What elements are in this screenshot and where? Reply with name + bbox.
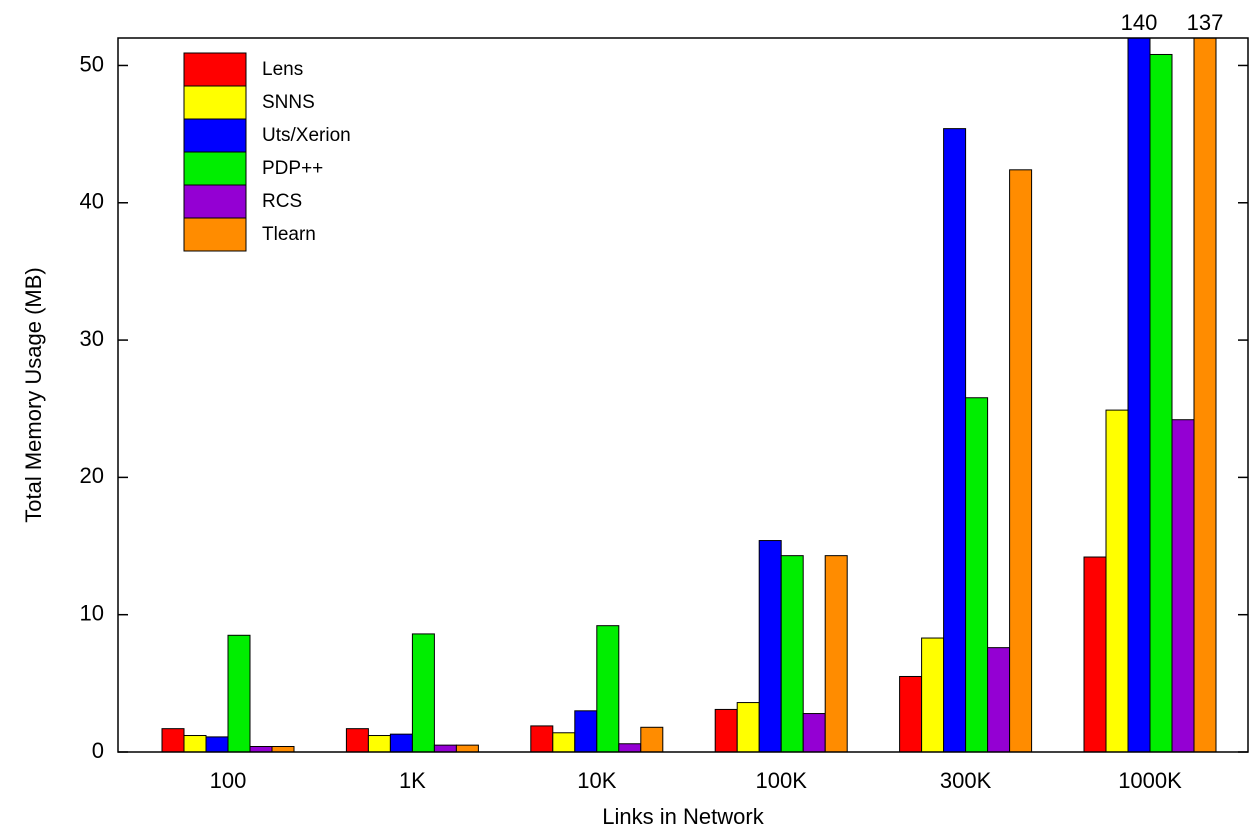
bar xyxy=(736,702,760,752)
bar xyxy=(780,555,804,752)
bar xyxy=(389,733,413,752)
legend-swatch xyxy=(183,85,247,120)
y-tick-label: 20 xyxy=(80,463,104,488)
bar xyxy=(965,397,989,752)
bar xyxy=(271,746,295,752)
legend-label: RCS xyxy=(262,191,302,212)
bar xyxy=(433,744,457,752)
legend-label: PDP++ xyxy=(262,158,323,179)
y-tick-label: 40 xyxy=(80,189,104,214)
x-tick-label: 300K xyxy=(940,768,992,793)
legend-label: Lens xyxy=(262,59,303,80)
bar xyxy=(530,725,554,752)
bar xyxy=(227,634,251,752)
bar xyxy=(183,735,207,752)
bar xyxy=(1105,409,1129,752)
plot-frame xyxy=(117,37,1249,753)
legend-swatch xyxy=(183,217,247,252)
legend-swatch xyxy=(183,151,247,186)
legend-label: Uts/Xerion xyxy=(262,125,351,146)
y-tick-label: 50 xyxy=(80,51,104,76)
x-tick-label: 100K xyxy=(756,768,808,793)
y-tick-label: 10 xyxy=(80,601,104,626)
bar xyxy=(205,736,229,752)
bar xyxy=(987,647,1011,752)
x-tick-label: 100 xyxy=(210,768,247,793)
x-axis-label: Links in Network xyxy=(602,804,764,829)
plot-area xyxy=(161,38,1217,752)
x-tick-label: 10K xyxy=(577,768,616,793)
bar xyxy=(455,744,479,752)
overflow-label: 140 xyxy=(1121,10,1158,35)
bar xyxy=(552,732,576,752)
legend-swatch xyxy=(183,52,247,87)
bar xyxy=(618,743,642,752)
legend-label: Tlearn xyxy=(262,224,316,245)
bar xyxy=(411,633,435,752)
bar xyxy=(1009,169,1033,752)
bar xyxy=(1083,556,1107,752)
bar xyxy=(1127,38,1151,752)
y-tick-label: 0 xyxy=(92,738,104,763)
bar xyxy=(345,728,369,752)
bar xyxy=(1193,38,1217,752)
bar xyxy=(1149,53,1173,752)
bar xyxy=(1171,419,1195,752)
bar xyxy=(802,713,826,752)
legend-swatch xyxy=(183,184,247,219)
bar xyxy=(824,555,848,752)
legend-swatch xyxy=(183,118,247,153)
overflow-label: 137 xyxy=(1187,10,1224,35)
bar xyxy=(161,728,185,752)
bar xyxy=(758,540,782,752)
y-tick-label: 30 xyxy=(80,326,104,351)
y-axis-label: Total Memory Usage (MB) xyxy=(21,267,46,523)
bar xyxy=(596,625,620,752)
bar xyxy=(714,708,738,752)
legend-label: SNNS xyxy=(262,92,315,113)
bar xyxy=(574,710,598,752)
bar xyxy=(921,637,945,752)
bar xyxy=(640,726,664,752)
x-tick-label: 1K xyxy=(399,768,426,793)
bar xyxy=(943,128,967,752)
bar xyxy=(249,746,273,752)
bar xyxy=(367,735,391,752)
x-tick-label: 1000K xyxy=(1118,768,1182,793)
bar xyxy=(899,675,923,752)
